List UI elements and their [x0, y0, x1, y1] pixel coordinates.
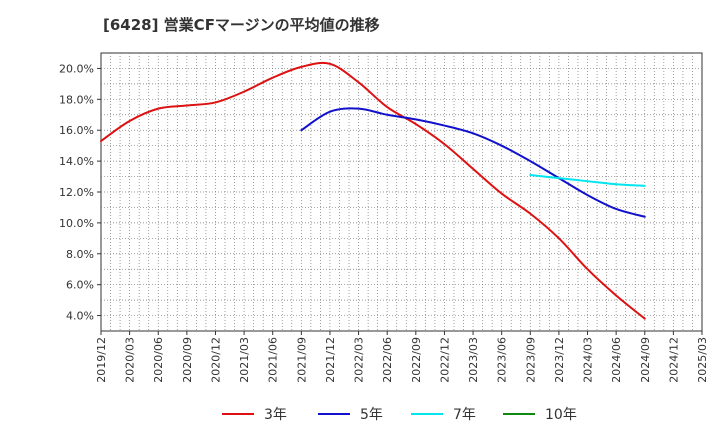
x-tick-label: 2024/09 [639, 337, 652, 383]
series-line-2 [300, 107, 646, 218]
y-tick-label: 16.0% [59, 124, 94, 137]
chart-title: [6428] 営業CFマージンの平均値の推移 [103, 16, 380, 34]
legend-label-1: 3年 [264, 407, 287, 423]
x-tick-label: 2022/12 [438, 337, 451, 383]
x-tick-label: 2021/06 [267, 337, 280, 383]
x-tick-label: 2022/06 [381, 337, 394, 383]
x-tick-label: 2023/09 [524, 337, 537, 383]
series-line-3 [529, 174, 646, 187]
y-tick-label: 6.0% [66, 279, 94, 292]
x-tick-label: 2024/06 [610, 337, 623, 383]
y-tick-label: 10.0% [59, 217, 94, 230]
legend-label-3: 7年 [453, 407, 476, 423]
x-tick-label: 2019/12 [95, 337, 108, 383]
x-tick-label: 2024/12 [667, 337, 680, 383]
x-tick-label: 2020/12 [209, 337, 222, 383]
x-tick-label: 2022/03 [353, 337, 366, 383]
x-tick-label: 2021/09 [295, 337, 308, 383]
x-tick-label: 2022/09 [410, 337, 423, 383]
x-tick-label: 2021/03 [238, 337, 251, 383]
x-tick-label: 2020/03 [124, 337, 137, 383]
legend-label-2: 5年 [360, 407, 383, 423]
y-tick-label: 12.0% [59, 186, 94, 199]
x-tick-label: 2020/06 [152, 337, 165, 383]
x-tick-label: 2024/03 [582, 337, 595, 383]
y-tick-label: 18.0% [59, 93, 94, 106]
x-tick-label: 2023/12 [553, 337, 566, 383]
x-tick-label: 2023/03 [467, 337, 480, 383]
y-tick-label: 8.0% [66, 248, 94, 261]
x-tick-label: 2021/12 [324, 337, 337, 383]
x-tick-label: 2025/03 [696, 337, 709, 383]
y-tick-label: 4.0% [66, 310, 94, 323]
x-tick-label: 2020/09 [181, 337, 194, 383]
x-tick-label: 2023/06 [496, 337, 509, 383]
y-tick-label: 20.0% [59, 62, 94, 75]
legend-label-4: 10年 [545, 407, 577, 423]
y-tick-label: 14.0% [59, 155, 94, 168]
series-line-1 [100, 61, 646, 320]
